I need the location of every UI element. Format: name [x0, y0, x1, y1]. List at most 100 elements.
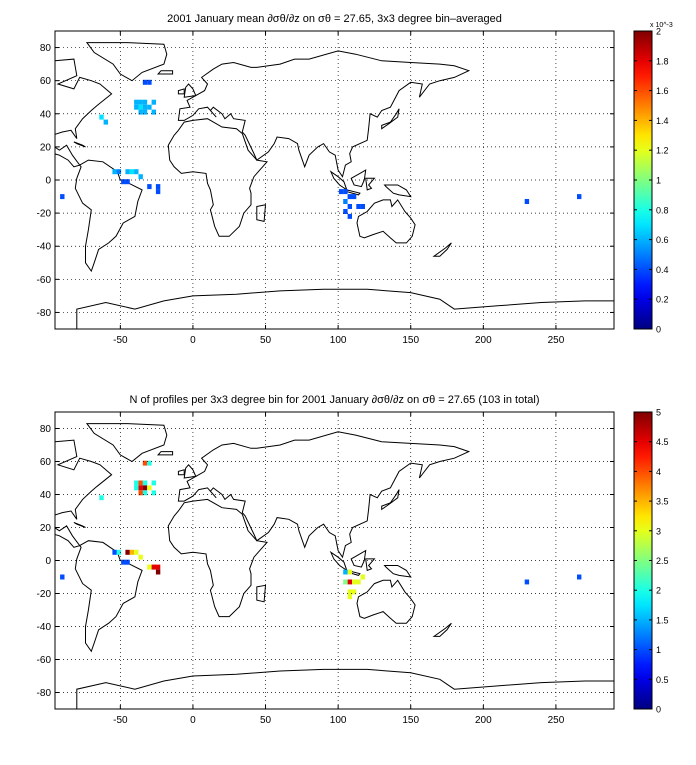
data-cell [142, 460, 148, 466]
x-tick-label: -50 [113, 715, 128, 726]
data-cell [347, 213, 352, 219]
panel-1: -50 0 50 100 150 200 250806040200-20-40-60-802… [37, 13, 673, 346]
data-cell [343, 189, 348, 195]
colorbar-tick-label: 1.5 [656, 615, 669, 625]
colorbar-tick-label: 2 [656, 586, 661, 596]
y-tick-label: 40 [40, 109, 52, 120]
data-cell [121, 559, 126, 565]
y-tick-label: -80 [37, 308, 52, 319]
y-tick-label: 0 [45, 176, 51, 187]
coastline [365, 558, 376, 572]
y-tick-label: 60 [40, 76, 52, 87]
colorbar-tick-label: 3.5 [656, 497, 669, 507]
x-tick-label: 200 [475, 715, 492, 726]
x-tick-label: 100 [330, 715, 347, 726]
chart-title: N of profiles per 3x3 degree bin for 200… [130, 394, 540, 406]
x-tick-label: 150 [402, 335, 419, 346]
x-tick-label: 50 [260, 715, 272, 726]
coastline [85, 42, 168, 82]
coastline [381, 489, 400, 511]
colorbar-tick-label: 0.2 [656, 295, 669, 305]
x-tick-label: 100 [330, 335, 347, 346]
data-cell [121, 179, 126, 185]
y-tick-label: -20 [37, 209, 52, 220]
coastline [177, 88, 185, 95]
data-cell [338, 189, 344, 195]
coastline [156, 70, 174, 75]
colorbar-tick-label: 2.5 [656, 556, 669, 566]
data-cell [351, 194, 357, 200]
coastline [76, 288, 614, 329]
coastline [356, 199, 416, 244]
data-cell [147, 79, 152, 85]
coastline [383, 184, 412, 198]
chart-title: 2001 January mean ∂σθ/∂z on σθ = 27.65, … [167, 13, 502, 25]
colorbar-tick-label: 5 [656, 408, 661, 418]
data-cell [142, 485, 148, 491]
data-cell [347, 589, 352, 595]
y-tick-label: -60 [37, 275, 52, 286]
data-cell [343, 199, 348, 204]
data-cell [147, 485, 152, 491]
data-cell [134, 104, 139, 110]
y-tick-label: 40 [40, 490, 52, 501]
data-cell [103, 119, 108, 125]
data-cell [129, 549, 135, 555]
data-cell [116, 169, 122, 175]
data-cell [151, 480, 156, 486]
coastline [55, 58, 113, 168]
y-tick-label: -20 [37, 589, 52, 600]
coastline [183, 83, 197, 98]
colorbar-tick-label: 1.6 [656, 86, 669, 96]
data-cell [142, 104, 148, 110]
data-cell [360, 574, 365, 580]
colorbar-tick-label: 3 [656, 526, 661, 536]
y-tick-label: -60 [37, 655, 52, 666]
coastline [365, 177, 376, 191]
data-cell [134, 480, 139, 486]
coastline [177, 469, 185, 476]
y-tick-label: -40 [37, 622, 52, 633]
data-cell [343, 579, 348, 585]
coastline [356, 579, 416, 624]
data-cell [138, 480, 143, 486]
data-cell [134, 485, 139, 491]
colorbar-tick-label: 0 [656, 705, 661, 715]
y-tick-label: 80 [40, 43, 52, 54]
coastline [156, 451, 174, 456]
data-cell [577, 194, 582, 200]
y-tick-label: -80 [37, 688, 52, 699]
coastline [183, 464, 197, 479]
data-cell [142, 480, 148, 486]
data-cell [116, 549, 122, 555]
colorbar-tick-label: 0 [656, 325, 661, 335]
data-cell [347, 204, 352, 209]
coastline [55, 439, 113, 548]
data-cell [356, 204, 361, 209]
y-tick-label: -40 [37, 242, 52, 253]
data-cell [138, 109, 143, 115]
data-cell [125, 549, 130, 555]
data-cell [138, 485, 143, 491]
data-cell [138, 174, 143, 180]
data-cell [147, 104, 152, 110]
coastline [167, 118, 268, 237]
data-cell [524, 579, 530, 585]
coastline [383, 565, 412, 578]
colorbar-tick-label: 1 [656, 176, 661, 186]
coastline [350, 549, 367, 568]
data-cell [112, 169, 117, 175]
coastline [432, 622, 452, 637]
colorbar-tick-label: 2 [656, 27, 661, 37]
coastline [381, 108, 400, 130]
data-cell [343, 209, 348, 214]
data-cells [60, 460, 582, 600]
coastline [177, 431, 471, 559]
y-tick-label: 20 [40, 142, 52, 153]
colorbar-tick-label: 1.4 [656, 116, 669, 126]
coastline [432, 242, 452, 257]
x-tick-label: 0 [190, 335, 196, 346]
colorbar-tick-label: 0.6 [656, 235, 669, 245]
data-cell [524, 199, 530, 204]
